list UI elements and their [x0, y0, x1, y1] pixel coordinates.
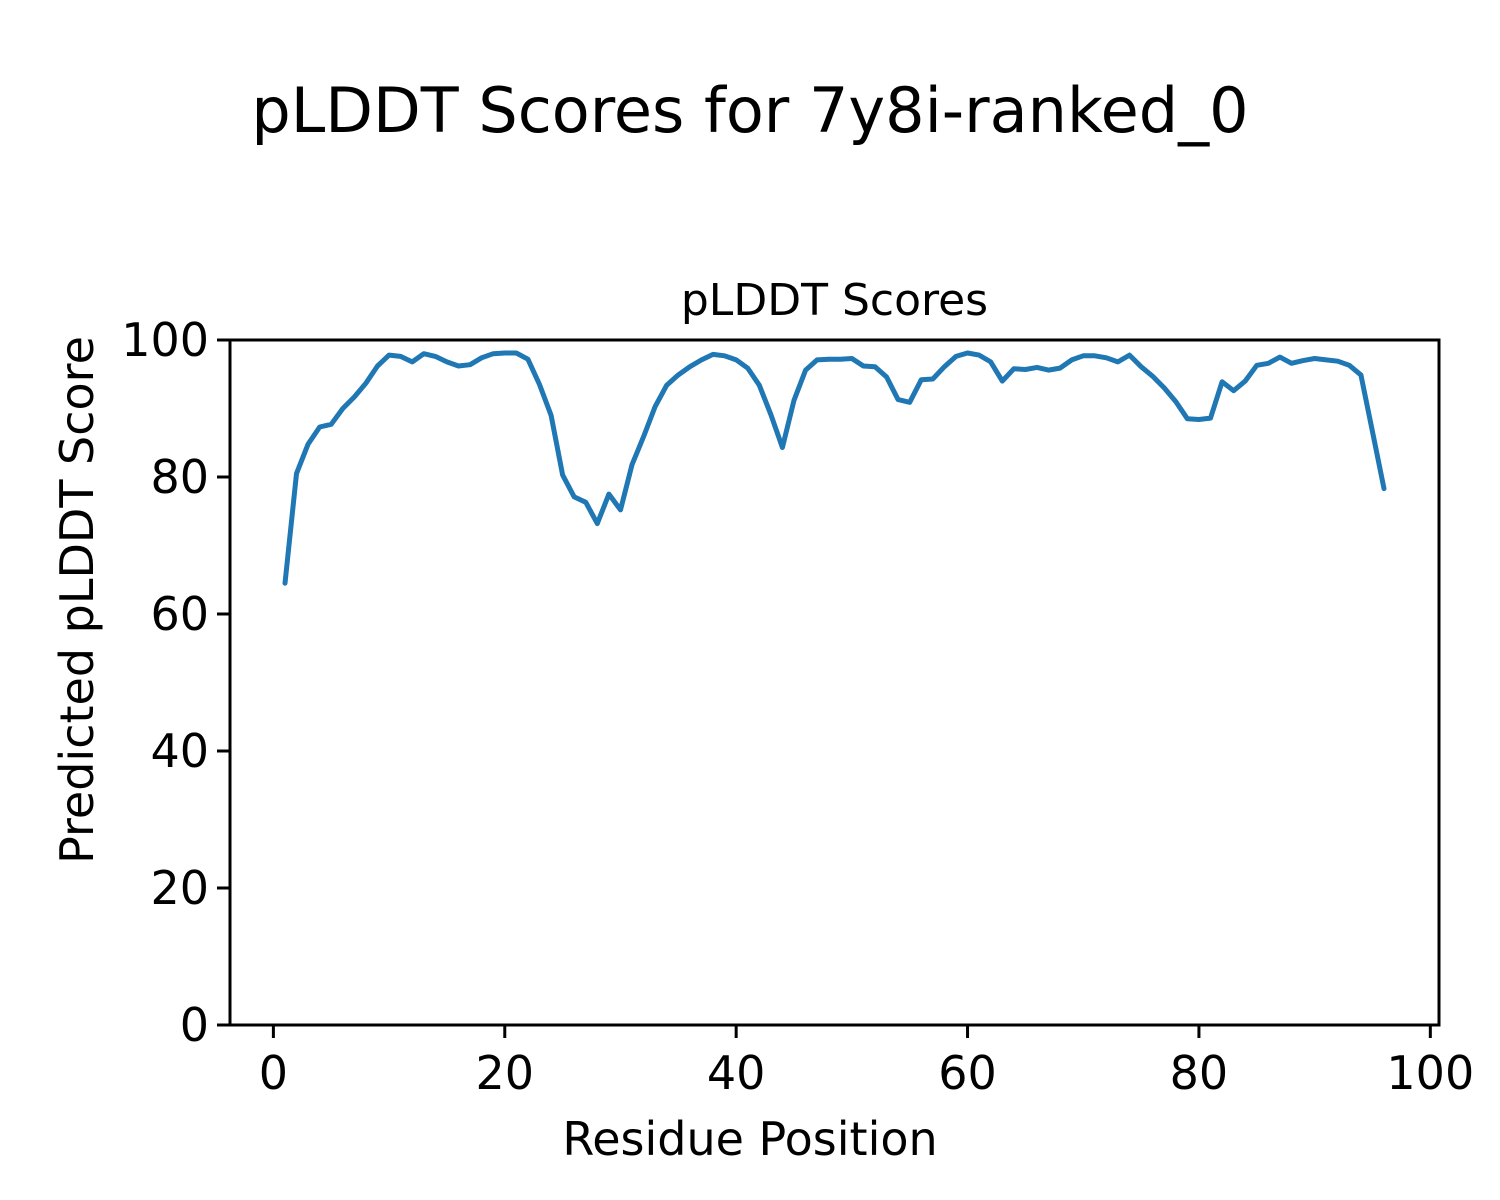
- x-tick-label: 40: [706, 1046, 766, 1100]
- plddt-line: [282, 350, 1387, 586]
- x-axis-label: Residue Position: [562, 1112, 938, 1166]
- plot-spines: [228, 338, 1441, 1027]
- x-tick-label: 80: [1169, 1046, 1229, 1100]
- axes-title: pLDDT Scores: [680, 275, 989, 326]
- figure-title: pLDDT Scores for 7y8i-ranked_0: [251, 74, 1249, 147]
- x-tick-label: 20: [475, 1046, 535, 1100]
- y-tick-label: 80: [150, 450, 209, 504]
- y-tick-label: 100: [121, 313, 209, 367]
- x-tick-label: 60: [938, 1046, 997, 1100]
- tick-marks: [217, 338, 1432, 1038]
- y-tick-label: 40: [150, 724, 209, 778]
- y-tick-label: 60: [150, 587, 209, 641]
- y-tick-label: 0: [179, 998, 209, 1052]
- x-tick-label: 100: [1386, 1046, 1475, 1100]
- y-tick-label: 20: [150, 861, 209, 915]
- x-tick-label: 0: [258, 1046, 289, 1100]
